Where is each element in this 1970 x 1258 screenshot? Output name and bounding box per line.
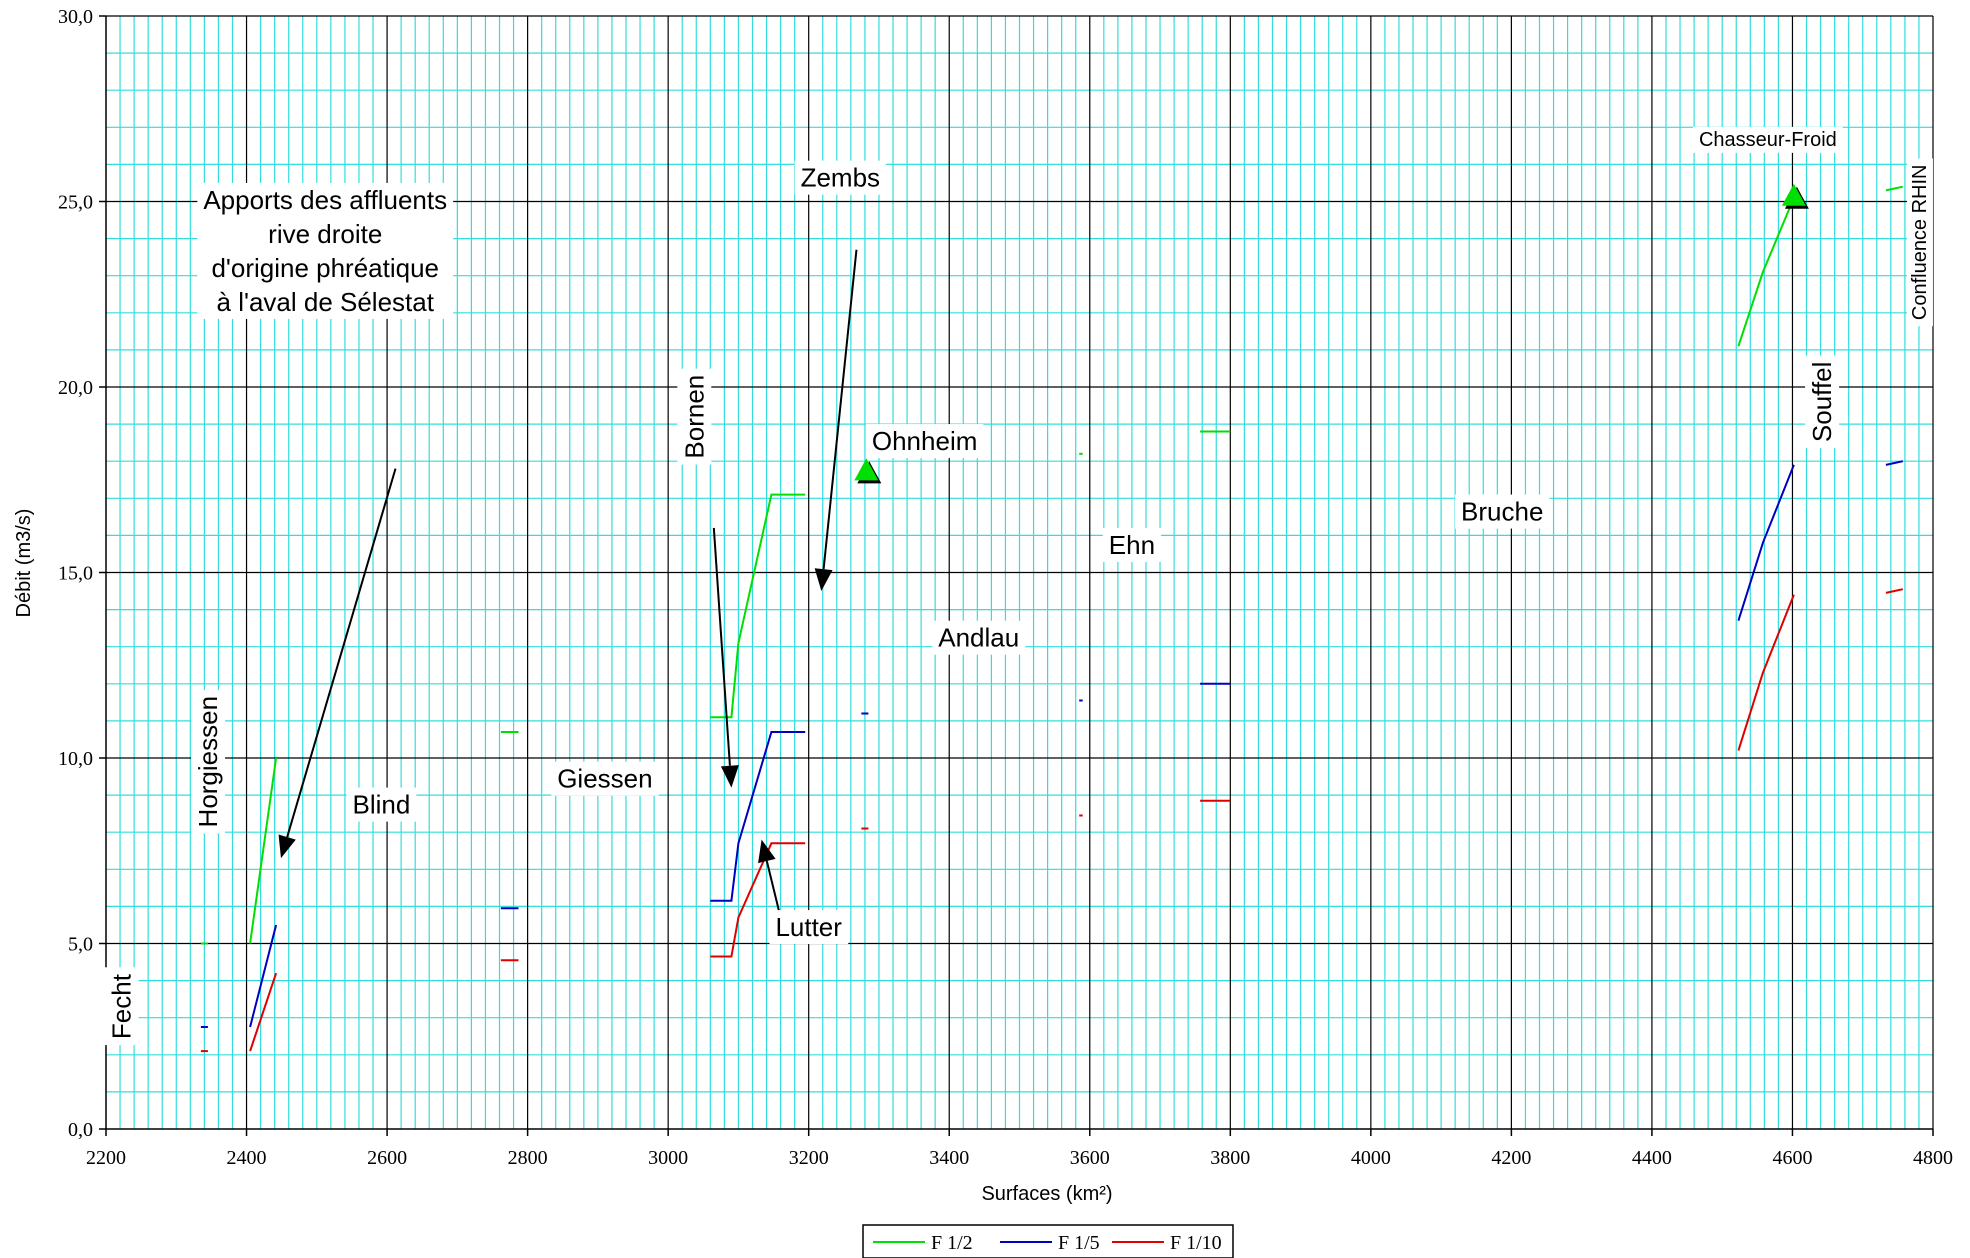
label-blind-bg bbox=[346, 787, 417, 822]
label-zembs: Zembs bbox=[801, 163, 880, 193]
label-ohnheim: Ohnheim bbox=[872, 426, 978, 456]
series-line-2 bbox=[1885, 588, 1904, 594]
series-line-1 bbox=[1737, 464, 1795, 622]
triangle-marker bbox=[854, 458, 879, 481]
label-andlau: Andlau bbox=[938, 623, 1019, 653]
series-line-1 bbox=[249, 924, 278, 1028]
series-lines bbox=[200, 185, 1904, 1053]
x-tick-label: 3000 bbox=[648, 1147, 688, 1169]
y-axis-title: Débit (m3/s) bbox=[13, 509, 35, 618]
legend-label-2: F 1/10 bbox=[1170, 1232, 1222, 1254]
label-souffel-bg bbox=[1805, 355, 1840, 449]
legend-label-0: F 1/2 bbox=[931, 1232, 973, 1254]
x-tick-label: 2800 bbox=[508, 1147, 548, 1169]
series-line-2 bbox=[710, 842, 806, 958]
tick-labels: 2200 2400 2600 2800 3000 3200 3400 3600 3800 4000… bbox=[58, 6, 1953, 1169]
arrow-line bbox=[765, 860, 782, 918]
label-bruche: Bruche bbox=[1461, 497, 1543, 527]
series-line-0 bbox=[1885, 185, 1904, 192]
label-ehn: Ehn bbox=[1109, 530, 1155, 560]
label-ohnheim-bg bbox=[865, 424, 984, 459]
label-giessen: Giessen bbox=[557, 764, 652, 794]
label-horgiessen: Horgiessen bbox=[193, 696, 223, 828]
label-chasseur-froid-bg bbox=[1692, 126, 1843, 153]
label-horgiessen-bg bbox=[191, 689, 226, 834]
label-lutter-bg bbox=[769, 910, 849, 945]
axes bbox=[99, 15, 1934, 1136]
arrows bbox=[278, 249, 858, 918]
annotation-bg bbox=[197, 182, 454, 319]
annotation-line: rive droite bbox=[268, 219, 382, 249]
y-tick-label: 10,0 bbox=[58, 748, 93, 770]
label-chasseur-froid: Chasseur-Froid bbox=[1699, 129, 1837, 151]
series-line-0 bbox=[249, 757, 278, 944]
label-blind: Blind bbox=[353, 790, 411, 820]
x-tick-label: 4000 bbox=[1351, 1147, 1391, 1169]
series-line-2 bbox=[1737, 594, 1795, 751]
arrow-head bbox=[814, 568, 833, 592]
x-tick-label: 3600 bbox=[1070, 1147, 1110, 1169]
markers bbox=[854, 183, 1809, 484]
arrow-line bbox=[712, 527, 731, 766]
annotation-line: à l'aval de Sélestat bbox=[217, 287, 435, 317]
y-tick-label: 30,0 bbox=[58, 6, 93, 28]
label-souffel: Souffel bbox=[1807, 362, 1837, 442]
label-fecht: Fecht bbox=[107, 973, 137, 1039]
legend: F 1/2 F 1/5 F 1/10 bbox=[862, 1224, 1234, 1258]
label-bornen-bg bbox=[677, 368, 712, 465]
labels: Fecht Horgiessen Blind Giessen Bornen Zembs Oh… bbox=[104, 126, 1933, 1046]
annotation-line: d'origine phréatique bbox=[211, 253, 439, 283]
arrow-head bbox=[758, 839, 776, 864]
label-bruche-bg bbox=[1455, 494, 1550, 529]
label-fecht-bg bbox=[104, 967, 139, 1046]
annotation-text: Apports des affluents rive droite d'origin… bbox=[203, 185, 447, 317]
annotation-line: Apports des affluents bbox=[203, 185, 447, 215]
x-tick-label: 4400 bbox=[1632, 1147, 1672, 1169]
arrow-line bbox=[286, 468, 397, 838]
x-tick-label: 4200 bbox=[1491, 1147, 1531, 1169]
label-andlau-bg bbox=[932, 620, 1026, 655]
x-tick-label: 3200 bbox=[789, 1147, 829, 1169]
series-line-2 bbox=[249, 972, 278, 1052]
label-ehn-bg bbox=[1102, 527, 1162, 562]
x-tick-label: 3800 bbox=[1210, 1147, 1250, 1169]
x-axis-title: Surfaces (km²) bbox=[981, 1183, 1112, 1205]
arrow-head bbox=[278, 834, 296, 859]
x-tick-label: 2200 bbox=[86, 1147, 126, 1169]
legend-label-1: F 1/5 bbox=[1058, 1232, 1100, 1254]
label-confluence-rhin-bg bbox=[1906, 158, 1933, 327]
y-tick-label: 0,0 bbox=[68, 1119, 93, 1141]
label-bornen: Bornen bbox=[679, 375, 709, 459]
arrow-head bbox=[720, 765, 739, 788]
triangle-marker bbox=[1781, 183, 1806, 206]
arrow-line bbox=[822, 249, 858, 570]
series-line-0 bbox=[1737, 197, 1795, 347]
y-tick-label: 5,0 bbox=[68, 934, 93, 956]
label-zembs-bg bbox=[794, 160, 887, 195]
series-line-1 bbox=[1885, 460, 1904, 466]
y-tick-label: 25,0 bbox=[58, 192, 93, 214]
x-tick-label: 2600 bbox=[367, 1147, 407, 1169]
y-tick-label: 15,0 bbox=[58, 563, 93, 585]
x-tick-label: 4800 bbox=[1913, 1147, 1953, 1169]
label-confluence-rhin: Confluence RHIN bbox=[1909, 164, 1931, 320]
x-tick-label: 2400 bbox=[227, 1147, 267, 1169]
label-lutter: Lutter bbox=[775, 912, 842, 942]
x-tick-label: 4600 bbox=[1772, 1147, 1812, 1169]
label-giessen-bg bbox=[551, 761, 659, 796]
y-tick-label: 20,0 bbox=[58, 377, 93, 399]
series-line-0 bbox=[710, 493, 806, 719]
series-line-1 bbox=[710, 731, 806, 902]
x-tick-label: 3400 bbox=[929, 1147, 969, 1169]
